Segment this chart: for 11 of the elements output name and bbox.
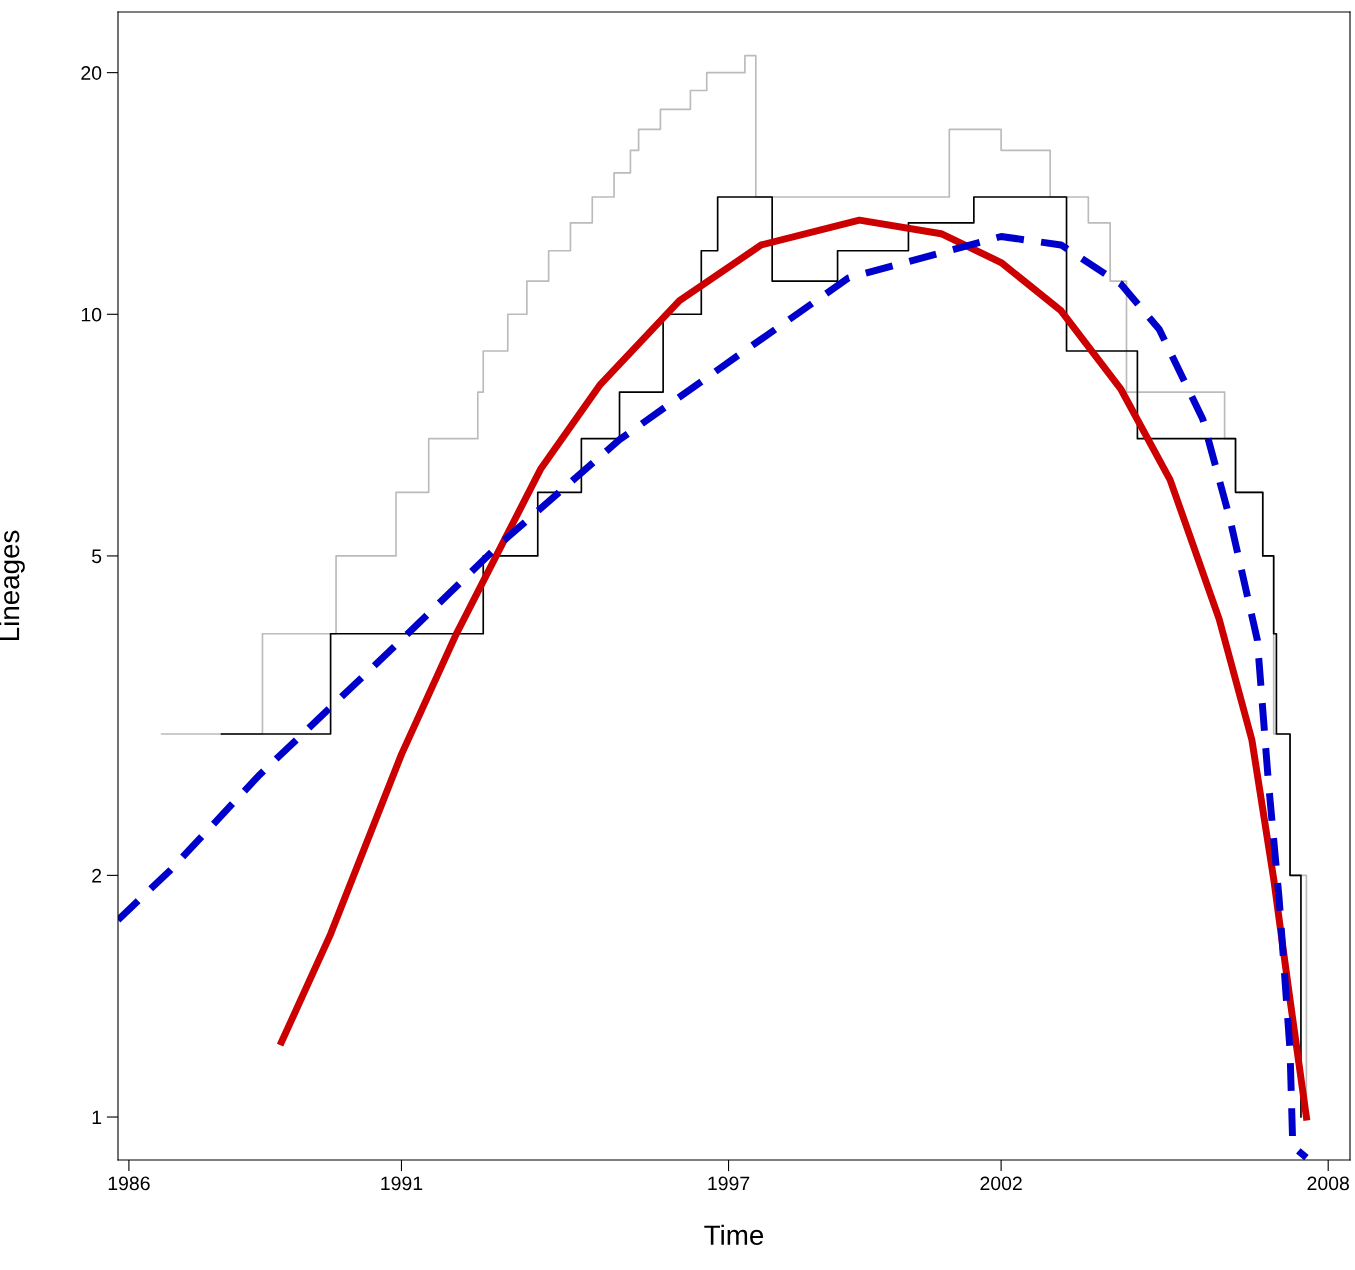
x-tick-label: 1991 [381, 1176, 423, 1191]
y-tick-label: 20 [81, 66, 102, 80]
y-tick-label: 5 [91, 549, 102, 564]
x-axis-title: Time [704, 1224, 764, 1246]
x-tick-label: 2008 [1307, 1176, 1349, 1191]
x-tick-label: 1997 [708, 1176, 750, 1191]
y-tick-label: 2 [92, 868, 102, 883]
y-tick-label: 10 [81, 307, 102, 322]
x-tick-label: 2002 [980, 1176, 1022, 1191]
y-tick-label: 1 [92, 1110, 102, 1125]
x-tick-label: 1986 [108, 1176, 150, 1191]
